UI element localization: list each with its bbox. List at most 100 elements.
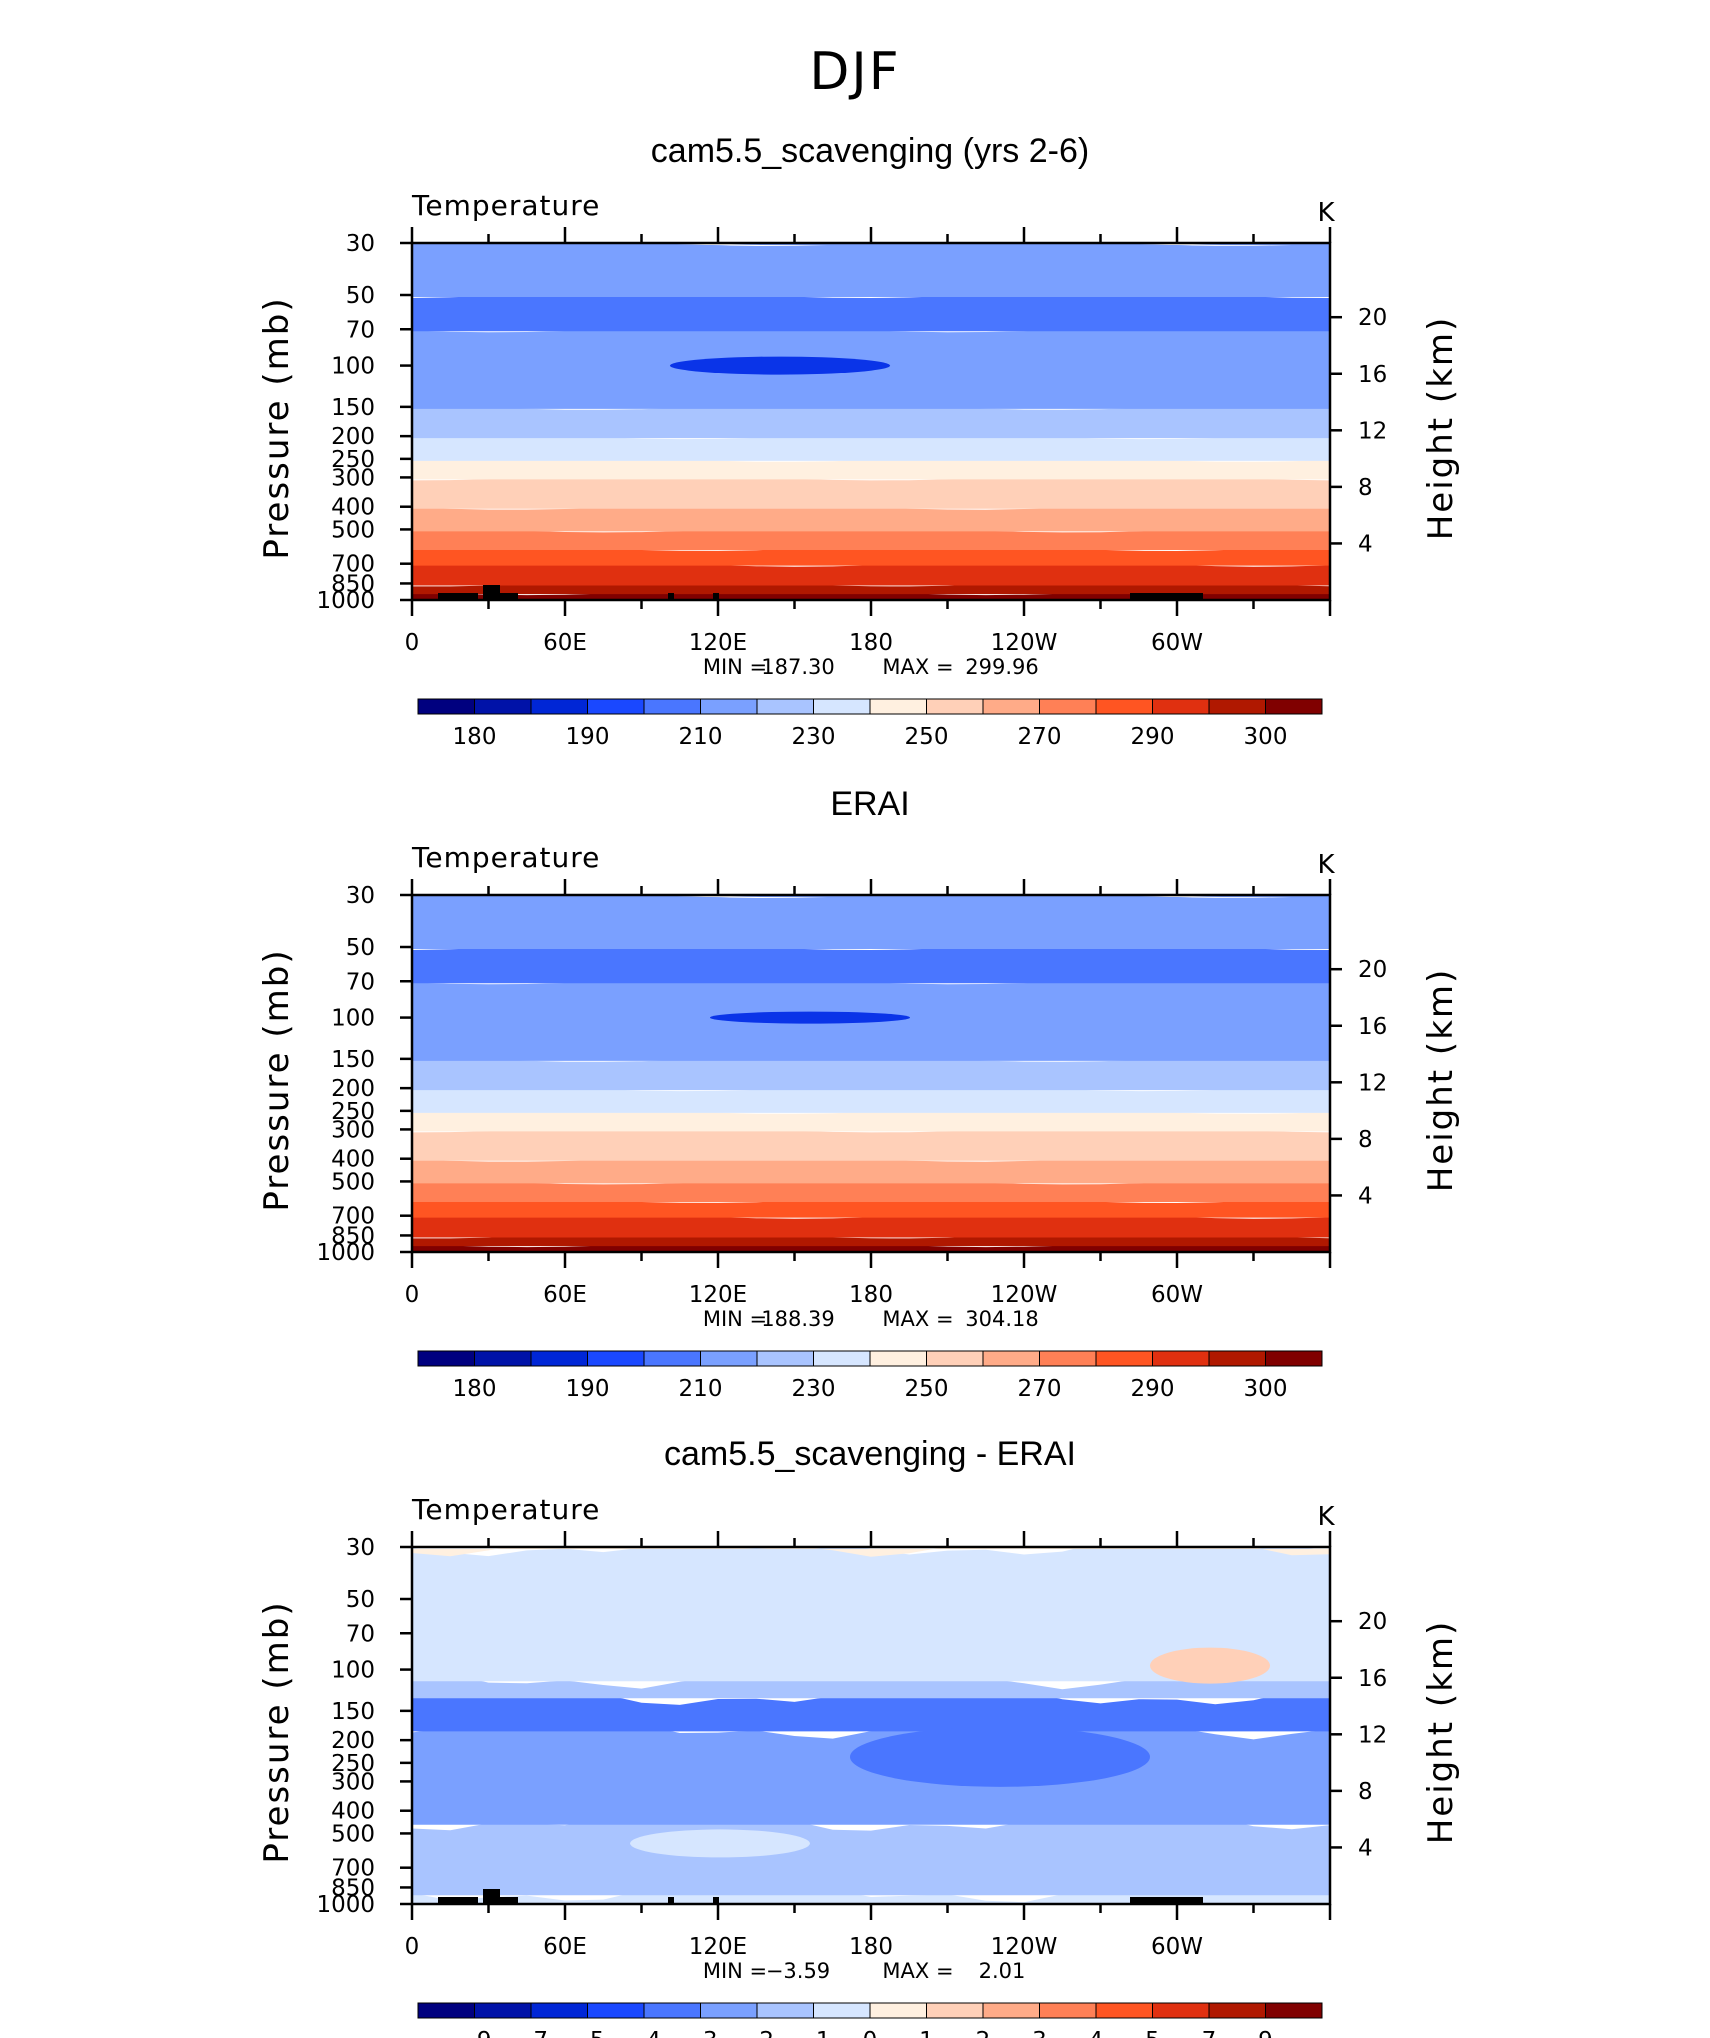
colorbar-box — [1095, 1350, 1153, 1367]
colorbar-box — [1265, 1350, 1323, 1367]
colorbar-label: −9 — [458, 2028, 492, 2038]
contour-band-9 — [412, 1085, 1330, 1113]
colorbar-box — [1152, 698, 1210, 715]
contour-band-3 — [412, 1212, 1330, 1238]
y-tick-label: 200 — [331, 1076, 375, 1102]
height-tick-label: 20 — [1358, 305, 1387, 331]
left-string: Temperature — [411, 841, 600, 874]
y-tick-label: 250 — [331, 1751, 375, 1777]
min-label: MIN = — [703, 1307, 767, 1331]
contour-band-7 — [412, 474, 1330, 509]
panel-title-diff: cam5.5_scavenging - ERAI — [664, 1435, 1076, 1473]
y-tick-label: 300 — [331, 1769, 375, 1795]
x-tick-label: 60W — [1151, 1282, 1203, 1308]
colorbar-box — [1265, 698, 1323, 715]
units-label: K — [1317, 198, 1335, 228]
cold-core-feature — [670, 356, 890, 375]
colorbar-label: 5 — [1145, 2028, 1160, 2038]
x-tick-label: 60E — [543, 630, 587, 656]
colorbar-box — [756, 1350, 814, 1367]
y-tick-label: 300 — [331, 465, 375, 491]
y-tick-label: 200 — [331, 1728, 375, 1754]
cold-core-feature — [710, 1011, 910, 1024]
contour-band-12 — [412, 944, 1330, 984]
y-tick-label: 300 — [331, 1117, 375, 1143]
colorbar-box — [982, 2002, 1040, 2019]
colorbar-box — [869, 1350, 927, 1367]
colorbar-box — [1152, 1350, 1210, 1367]
colorbar-box — [813, 1350, 871, 1367]
colorbar-label: 210 — [679, 724, 723, 750]
min-value: −3.59 — [766, 1959, 830, 1983]
height-tick-label: 4 — [1358, 1835, 1373, 1861]
height-tick-label: 12 — [1358, 1722, 1387, 1748]
y-tick-label: 700 — [331, 552, 375, 578]
colorbar-box — [587, 698, 645, 715]
terrain-mask — [668, 593, 674, 600]
y-tick-label: 400 — [331, 495, 375, 521]
contour-band-4 — [412, 545, 1330, 566]
terrain-mask — [438, 593, 478, 600]
colorbar-box — [643, 698, 701, 715]
min-value: 188.39 — [761, 1307, 834, 1331]
contour-band-13 — [412, 243, 1330, 298]
terrain-mask — [668, 1897, 674, 1904]
terrain-mask — [1130, 593, 1203, 600]
colorbar-box — [587, 2002, 645, 2019]
colorbar-box — [700, 1350, 758, 1367]
y-axis-title-right: Height (km) — [1421, 1620, 1461, 1845]
colorbar-box — [982, 698, 1040, 715]
colorbar-label: 9 — [1258, 2028, 1273, 2038]
colorbar-label: 250 — [905, 1376, 949, 1402]
left-string: Temperature — [411, 189, 600, 222]
contour-band-5 — [412, 1178, 1330, 1202]
contour-band-10 — [412, 403, 1330, 439]
colorbar-box — [530, 2002, 588, 2019]
contour-field — [412, 895, 1330, 1252]
y-axis-title-right: Height (km) — [1421, 316, 1461, 541]
y-tick-label: 850 — [331, 1875, 375, 1901]
contour-band-5 — [412, 526, 1330, 550]
colorbar-label: 180 — [453, 1376, 497, 1402]
colorbar-label: 4 — [1089, 2028, 1104, 2038]
y-tick-label: 50 — [346, 283, 375, 309]
colorbar-label: −3 — [684, 2028, 718, 2038]
y-tick-label: 100 — [331, 354, 375, 380]
x-tick-label: 120W — [991, 1282, 1058, 1308]
contour-band-14 — [412, 895, 1330, 898]
colorbar-label: −1 — [797, 2028, 831, 2038]
terrain-mask — [1130, 1897, 1203, 1904]
left-string: Temperature — [411, 1493, 600, 1526]
contour-band-9 — [412, 433, 1330, 461]
colorbar-label: 2 — [976, 2028, 991, 2038]
y-tick-label: 500 — [331, 1821, 375, 1847]
colorbar-label: −2 — [740, 2028, 774, 2038]
x-tick-label: 120E — [689, 1934, 747, 1960]
colorbar-box — [1208, 698, 1266, 715]
x-tick-label: 60W — [1151, 630, 1203, 656]
contour-field — [412, 1547, 1330, 1904]
colorbar-box — [474, 2002, 532, 2019]
colorbar-box — [982, 1350, 1040, 1367]
y-axis-title: Pressure (mb) — [257, 1600, 297, 1863]
max-value: 299.96 — [965, 655, 1038, 679]
colorbar-label: 190 — [566, 724, 610, 750]
y-tick-label: 30 — [346, 883, 375, 909]
y-axis-title: Pressure (mb) — [257, 948, 297, 1211]
colorbar-label: 1 — [919, 2028, 934, 2038]
height-tick-label: 8 — [1358, 475, 1373, 501]
y-tick-label: 150 — [331, 1047, 375, 1073]
colorbar-box — [1265, 2002, 1323, 2019]
y-tick-label: 400 — [331, 1147, 375, 1173]
colorbar-box — [643, 1350, 701, 1367]
max-value: 2.01 — [979, 1959, 1026, 1983]
colorbar-box — [756, 2002, 814, 2019]
contour-band-5 — [412, 1670, 1330, 1699]
contour-band-6 — [412, 1155, 1330, 1184]
y-tick-label: 1000 — [316, 588, 375, 614]
colorbar-box — [1095, 698, 1153, 715]
panel-title-obs: ERAI — [830, 785, 910, 823]
colorbar-box — [1208, 1350, 1266, 1367]
y-tick-label: 30 — [346, 1535, 375, 1561]
